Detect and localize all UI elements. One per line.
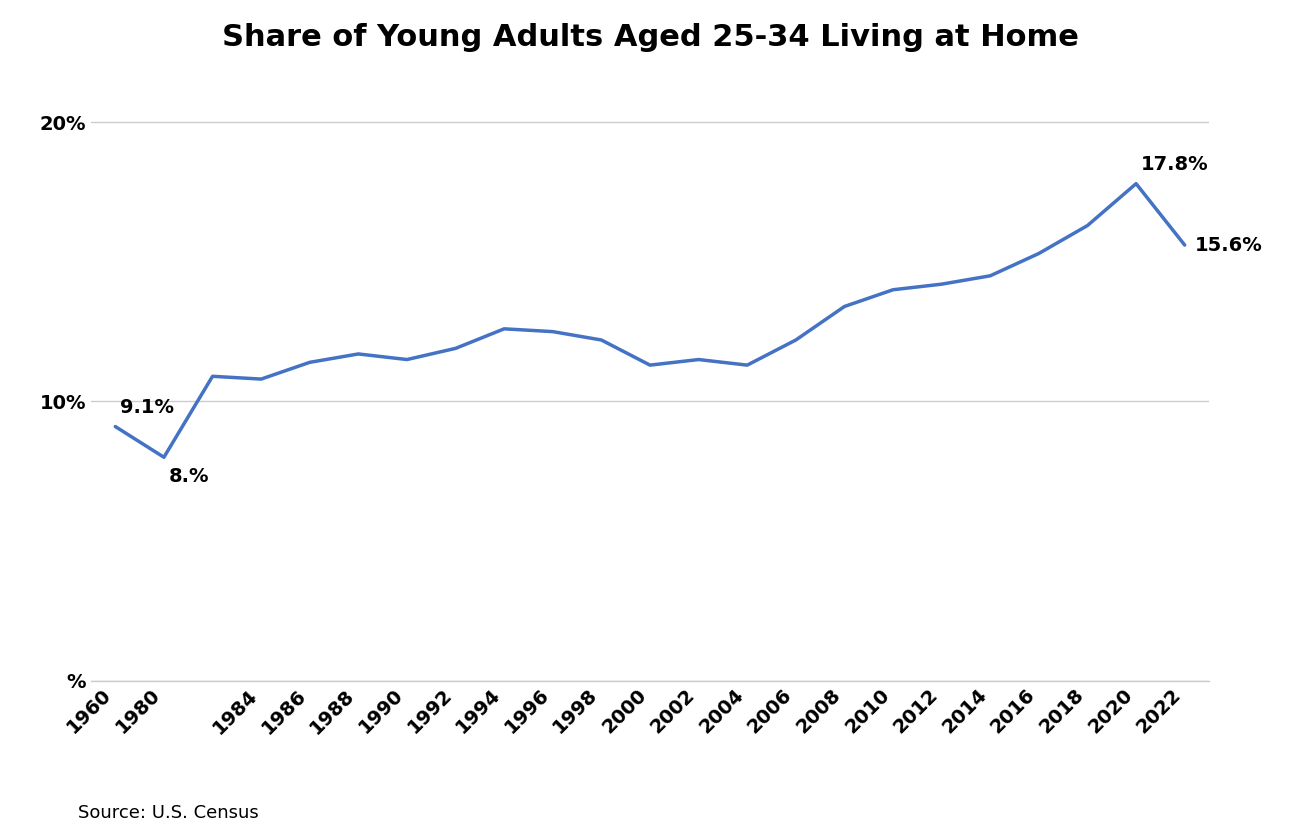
Title: Share of Young Adults Aged 25-34 Living at Home: Share of Young Adults Aged 25-34 Living … xyxy=(221,22,1079,51)
Text: 9.1%: 9.1% xyxy=(120,398,174,417)
Text: 15.6%: 15.6% xyxy=(1195,236,1262,255)
Text: 17.8%: 17.8% xyxy=(1141,155,1209,173)
Text: 8.%: 8.% xyxy=(169,467,209,486)
Text: Source: U.S. Census: Source: U.S. Census xyxy=(78,803,259,822)
